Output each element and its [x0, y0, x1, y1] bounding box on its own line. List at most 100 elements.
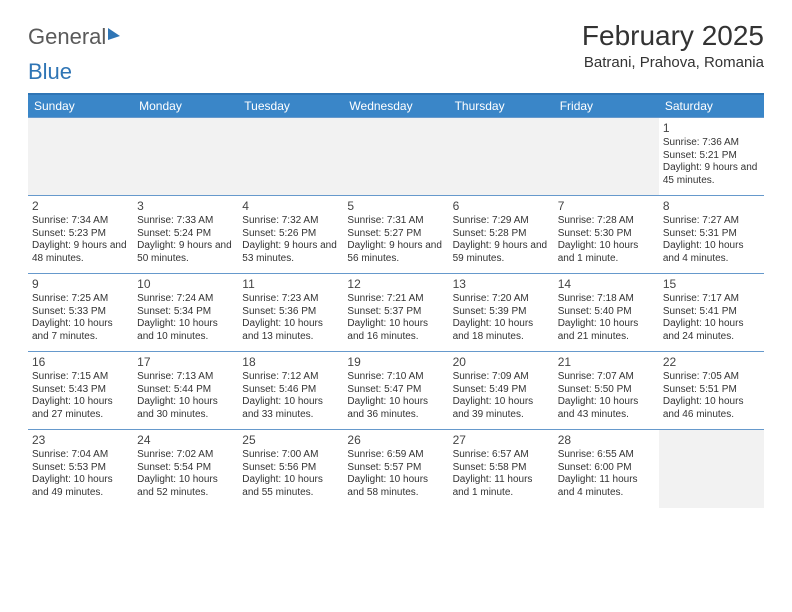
sunset-text: Sunset: 5:33 PM — [32, 306, 129, 319]
daylight-text: Daylight: 10 hours and 4 minutes. — [663, 240, 760, 265]
day-cell: 25Sunrise: 7:00 AMSunset: 5:56 PMDayligh… — [238, 430, 343, 508]
sunrise-text: Sunrise: 7:23 AM — [242, 293, 339, 306]
day-cell: 9Sunrise: 7:25 AMSunset: 5:33 PMDaylight… — [28, 274, 133, 352]
sunset-text: Sunset: 5:53 PM — [32, 462, 129, 475]
calendar-week-row: 1Sunrise: 7:36 AMSunset: 5:21 PMDaylight… — [28, 118, 764, 196]
sunrise-text: Sunrise: 7:31 AM — [347, 215, 444, 228]
sunrise-text: Sunrise: 7:10 AM — [347, 371, 444, 384]
day-number: 24 — [137, 433, 234, 448]
sunrise-text: Sunrise: 7:15 AM — [32, 371, 129, 384]
sunset-text: Sunset: 5:50 PM — [558, 384, 655, 397]
day-header: Saturday — [659, 95, 764, 118]
daylight-text: Daylight: 9 hours and 53 minutes. — [242, 240, 339, 265]
sunrise-text: Sunrise: 7:04 AM — [32, 449, 129, 462]
daylight-text: Daylight: 9 hours and 48 minutes. — [32, 240, 129, 265]
day-cell: 26Sunrise: 6:59 AMSunset: 5:57 PMDayligh… — [343, 430, 448, 508]
daylight-text: Daylight: 10 hours and 18 minutes. — [453, 318, 550, 343]
day-number: 13 — [453, 277, 550, 292]
day-cell: 11Sunrise: 7:23 AMSunset: 5:36 PMDayligh… — [238, 274, 343, 352]
sunrise-text: Sunrise: 6:55 AM — [558, 449, 655, 462]
daylight-text: Daylight: 9 hours and 45 minutes. — [663, 162, 760, 187]
calendar-week-row: 16Sunrise: 7:15 AMSunset: 5:43 PM Dayligh… — [28, 352, 764, 430]
day-number: 12 — [347, 277, 444, 292]
day-number: 16 — [32, 355, 129, 370]
arrow-icon — [108, 28, 120, 40]
sunset-text: Sunset: 5:36 PM — [242, 306, 339, 319]
day-cell: 24Sunrise: 7:02 AMSunset: 5:54 PMDayligh… — [133, 430, 238, 508]
day-number: 2 — [32, 199, 129, 214]
daylight-text: Daylight: 10 hours and 1 minute. — [558, 240, 655, 265]
daylight-text: Daylight: 10 hours and 46 minutes. — [663, 396, 760, 421]
day-number: 10 — [137, 277, 234, 292]
day-cell: 3Sunrise: 7:33 AMSunset: 5:24 PMDaylight… — [133, 196, 238, 274]
location-label: Batrani, Prahova, Romania — [582, 54, 764, 71]
daylight-text: Daylight: 10 hours and 16 minutes. — [347, 318, 444, 343]
sunrise-text: Sunrise: 7:34 AM — [32, 215, 129, 228]
sunset-text: Sunset: 5:49 PM — [453, 384, 550, 397]
empty-cell — [133, 118, 238, 196]
sunset-text: Sunset: 5:30 PM — [558, 228, 655, 241]
sunrise-text: Sunrise: 7:28 AM — [558, 215, 655, 228]
day-header: Sunday — [28, 95, 133, 118]
sunset-text: Sunset: 5:28 PM — [453, 228, 550, 241]
sunrise-text: Sunrise: 7:32 AM — [242, 215, 339, 228]
day-cell: 22Sunrise: 7:05 AMSunset: 5:51 PMDayligh… — [659, 352, 764, 430]
day-header: Tuesday — [238, 95, 343, 118]
sunset-text: Sunset: 5:56 PM — [242, 462, 339, 475]
empty-cell — [554, 118, 659, 196]
daylight-text: Daylight: 10 hours and 52 minutes. — [137, 474, 234, 499]
day-number: 22 — [663, 355, 760, 370]
empty-cell — [28, 118, 133, 196]
sunrise-text: Sunrise: 7:05 AM — [663, 371, 760, 384]
daylight-text: Daylight: 10 hours and 49 minutes. — [32, 474, 129, 499]
sunset-text: Sunset: 5:40 PM — [558, 306, 655, 319]
sunrise-text: Sunrise: 6:57 AM — [453, 449, 550, 462]
sunrise-text: Sunrise: 7:20 AM — [453, 293, 550, 306]
day-cell: 6Sunrise: 7:29 AMSunset: 5:28 PMDaylight… — [449, 196, 554, 274]
daylight-text: Daylight: 9 hours and 50 minutes. — [137, 240, 234, 265]
day-cell: 20Sunrise: 7:09 AMSunset: 5:49 PMDayligh… — [449, 352, 554, 430]
sunset-text: Sunset: 5:39 PM — [453, 306, 550, 319]
sunrise-text: Sunrise: 7:07 AM — [558, 371, 655, 384]
sunrise-text: Sunrise: 7:29 AM — [453, 215, 550, 228]
empty-cell — [659, 430, 764, 508]
day-cell: 27Sunrise: 6:57 AMSunset: 5:58 PMDayligh… — [449, 430, 554, 508]
month-title: February 2025 — [582, 20, 764, 52]
empty-cell — [238, 118, 343, 196]
day-header: Monday — [133, 95, 238, 118]
day-number: 3 — [137, 199, 234, 214]
day-cell: 4Sunrise: 7:32 AMSunset: 5:26 PMDaylight… — [238, 196, 343, 274]
empty-cell — [343, 118, 448, 196]
day-number: 20 — [453, 355, 550, 370]
day-number: 11 — [242, 277, 339, 292]
daylight-text: Daylight: 10 hours and 58 minutes. — [347, 474, 444, 499]
sunset-text: Sunset: 5:31 PM — [663, 228, 760, 241]
sunset-text: Sunset: 5:44 PM — [137, 384, 234, 397]
sunset-text: Sunset: 5:58 PM — [453, 462, 550, 475]
day-header: Friday — [554, 95, 659, 118]
calendar-week-row: 2Sunrise: 7:34 AMSunset: 5:23 PMDaylight… — [28, 196, 764, 274]
day-cell: 28Sunrise: 6:55 AMSunset: 6:00 PMDayligh… — [554, 430, 659, 508]
day-number: 21 — [558, 355, 655, 370]
sunset-text: Sunset: 5:43 PM — [32, 384, 129, 397]
sunset-text: Sunset: 5:54 PM — [137, 462, 234, 475]
sunset-text: Sunset: 5:24 PM — [137, 228, 234, 241]
day-cell: 12Sunrise: 7:21 AMSunset: 5:37 PMDayligh… — [343, 274, 448, 352]
day-number: 9 — [32, 277, 129, 292]
day-header-row: Sunday Monday Tuesday Wednesday Thursday… — [28, 95, 764, 118]
title-block: February 2025 Batrani, Prahova, Romania — [582, 20, 764, 71]
sunset-text: Sunset: 5:57 PM — [347, 462, 444, 475]
day-number: 25 — [242, 433, 339, 448]
day-cell: 18Sunrise: 7:12 AMSunset: 5:46 PMDayligh… — [238, 352, 343, 430]
day-number: 26 — [347, 433, 444, 448]
sunset-text: Sunset: 5:51 PM — [663, 384, 760, 397]
day-cell: 23Sunrise: 7:04 AMSunset: 5:53 PMDayligh… — [28, 430, 133, 508]
calendar-table: Sunday Monday Tuesday Wednesday Thursday… — [28, 95, 764, 508]
daylight-text: Daylight: 10 hours and 36 minutes. — [347, 396, 444, 421]
day-number: 23 — [32, 433, 129, 448]
day-cell: 7Sunrise: 7:28 AMSunset: 5:30 PMDaylight… — [554, 196, 659, 274]
sunset-text: Sunset: 5:41 PM — [663, 306, 760, 319]
day-number: 8 — [663, 199, 760, 214]
daylight-text: Daylight: 10 hours and 21 minutes. — [558, 318, 655, 343]
day-cell: 8Sunrise: 7:27 AMSunset: 5:31 PMDaylight… — [659, 196, 764, 274]
